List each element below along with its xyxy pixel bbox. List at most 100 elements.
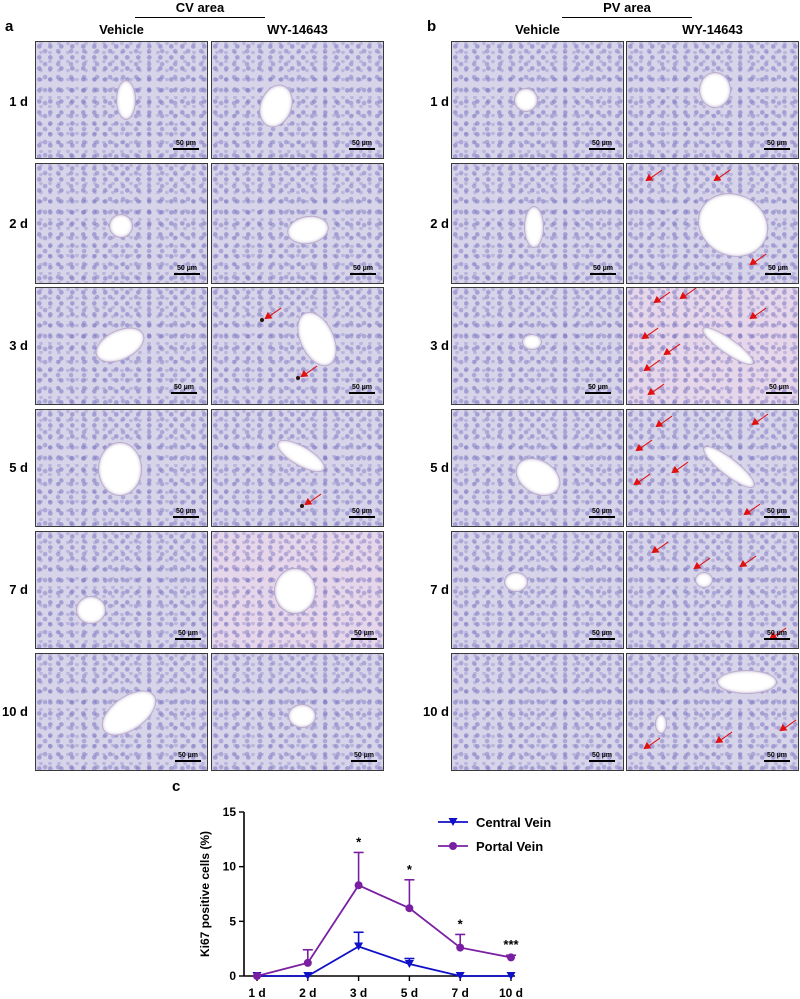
scale-bar: 50 µm: [757, 752, 797, 762]
vessel: [695, 572, 713, 588]
scale-bar: 50 µm: [757, 140, 797, 150]
x-tick-label: 2 d: [299, 986, 316, 999]
micrograph-a-treated-7d: 50 µm: [211, 531, 384, 649]
arrow-marker: [717, 731, 733, 743]
arrow-marker: [266, 307, 282, 319]
micrograph-a-vehicle-1d: 50 µm: [35, 41, 208, 159]
micrograph-a-vehicle-7d: 50 µm: [35, 531, 208, 649]
row-label-b-1d: 1 d: [430, 94, 449, 109]
row-label-a-5d: 5 d: [9, 460, 28, 475]
arrow-marker: [741, 555, 757, 567]
data-point-triangle: [404, 959, 414, 968]
panel-a-area-line: [135, 17, 265, 18]
row-label-b-7d: 7 d: [430, 582, 449, 597]
vessel: [698, 440, 760, 494]
ki67-positive-nucleus: [260, 318, 264, 322]
x-tick-label: 3 d: [350, 986, 367, 999]
series-line-central-vein: [257, 945, 511, 977]
arrow-marker: [306, 493, 322, 505]
scale-bar: 50 µm: [164, 384, 204, 394]
scale-bar: 50 µm: [582, 630, 622, 640]
micrograph-b-vehicle-3d: 50 µm: [451, 287, 624, 405]
vessel: [116, 80, 136, 120]
significance-marker: *: [356, 834, 362, 849]
legend-marker-triangle: [448, 818, 458, 826]
micrograph-a-treated-3d: 50 µm: [211, 287, 384, 405]
significance-marker: *: [407, 862, 413, 877]
panel-b-col-vehicle: Vehicle: [515, 22, 560, 37]
data-point-circle: [303, 958, 312, 967]
panel-b-letter: b: [427, 18, 437, 35]
arrow-marker: [645, 737, 661, 749]
arrow-marker: [681, 288, 697, 299]
panel-b-area-line: [562, 17, 692, 18]
vessel: [288, 704, 316, 728]
arrow-marker: [655, 291, 671, 303]
scale-bar: 50 µm: [344, 630, 383, 640]
micrograph-a-vehicle-2d: 50 µm: [35, 163, 208, 284]
scale-bar: 50 µm: [168, 630, 207, 640]
y-axis-label: Ki67 positive cells (%): [198, 831, 212, 957]
data-point-triangle: [455, 972, 465, 980]
data-point-circle: [507, 953, 515, 962]
vessel: [284, 212, 332, 248]
ki67-positive-nucleus: [296, 376, 300, 380]
y-tick-label: 15: [223, 805, 237, 819]
scale-bar: 50 µm: [342, 508, 382, 518]
panel-c-letter: c: [172, 778, 181, 795]
vessel: [717, 670, 777, 694]
significance-marker: *: [458, 916, 464, 931]
vessel: [98, 442, 142, 496]
data-point-triangle: [354, 942, 364, 951]
micrograph-b-treated-10d: 50 µm: [626, 653, 799, 771]
micrograph-a-vehicle-5d: 50 µm: [35, 409, 208, 527]
micrograph-b-vehicle-10d: 50 µm: [451, 653, 624, 771]
panel-a-col-treated: WY-14643: [267, 22, 328, 37]
arrow-marker: [665, 343, 681, 355]
micrograph-b-treated-2d: 50 µm: [626, 163, 799, 284]
scale-bar: 50 µm: [758, 265, 798, 275]
vessel: [253, 79, 299, 133]
micrograph-b-treated-3d: 50 µm: [626, 287, 799, 405]
arrow-marker: [635, 473, 651, 485]
significance-marker: ***: [503, 937, 519, 952]
scale-bar: 50 µm: [167, 265, 207, 275]
legend-marker-circle: [449, 842, 457, 850]
row-label-a-3d: 3 d: [9, 338, 28, 353]
row-label-b-10d: 10 d: [422, 704, 449, 719]
legend-label: Portal Vein: [476, 839, 543, 854]
micrograph-a-treated-5d: 50 µm: [211, 409, 384, 527]
micrograph-b-vehicle-5d: 50 µm: [451, 409, 624, 527]
vessel: [655, 714, 667, 734]
scale-bar: 50 µm: [582, 752, 622, 762]
row-label-a-7d: 7 d: [9, 582, 28, 597]
micrograph-b-treated-5d: 50 µm: [626, 409, 799, 527]
micrograph-b-treated-1d: 50 µm: [626, 41, 799, 159]
micrograph-b-treated-7d: 50 µm: [626, 531, 799, 649]
scale-bar: 50 µm: [583, 265, 623, 275]
ki67-positive-nucleus: [300, 504, 304, 508]
arrow-marker: [643, 327, 659, 339]
arrow-marker: [715, 169, 731, 181]
panel-b-col-treated: WY-14643: [682, 22, 743, 37]
x-tick-label: 7 d: [452, 986, 469, 999]
scale-bar: 50 µm: [344, 752, 383, 762]
scale-bar: 50 µm: [166, 508, 206, 518]
vessel: [272, 433, 330, 479]
data-point-circle: [405, 904, 414, 913]
arrow-marker: [781, 719, 797, 731]
panel-a-area-title: CV area: [175, 0, 225, 15]
vessel: [504, 572, 528, 592]
row-label-a-10d: 10 d: [1, 704, 28, 719]
arrow-marker: [753, 413, 769, 425]
micrograph-a-treated-10d: 50 µm: [211, 653, 384, 771]
scale-bar: 50 µm: [343, 265, 383, 275]
y-tick-label: 0: [229, 969, 236, 983]
micrograph-a-vehicle-10d: 50 µm: [35, 653, 208, 771]
arrow-marker: [657, 415, 673, 427]
arrow-marker: [653, 541, 669, 553]
micrograph-b-vehicle-2d: 50 µm: [451, 163, 624, 284]
micrograph-b-vehicle-1d: 50 µm: [451, 41, 624, 159]
data-point-triangle: [252, 972, 262, 980]
row-label-b-2d: 2 d: [430, 216, 449, 231]
